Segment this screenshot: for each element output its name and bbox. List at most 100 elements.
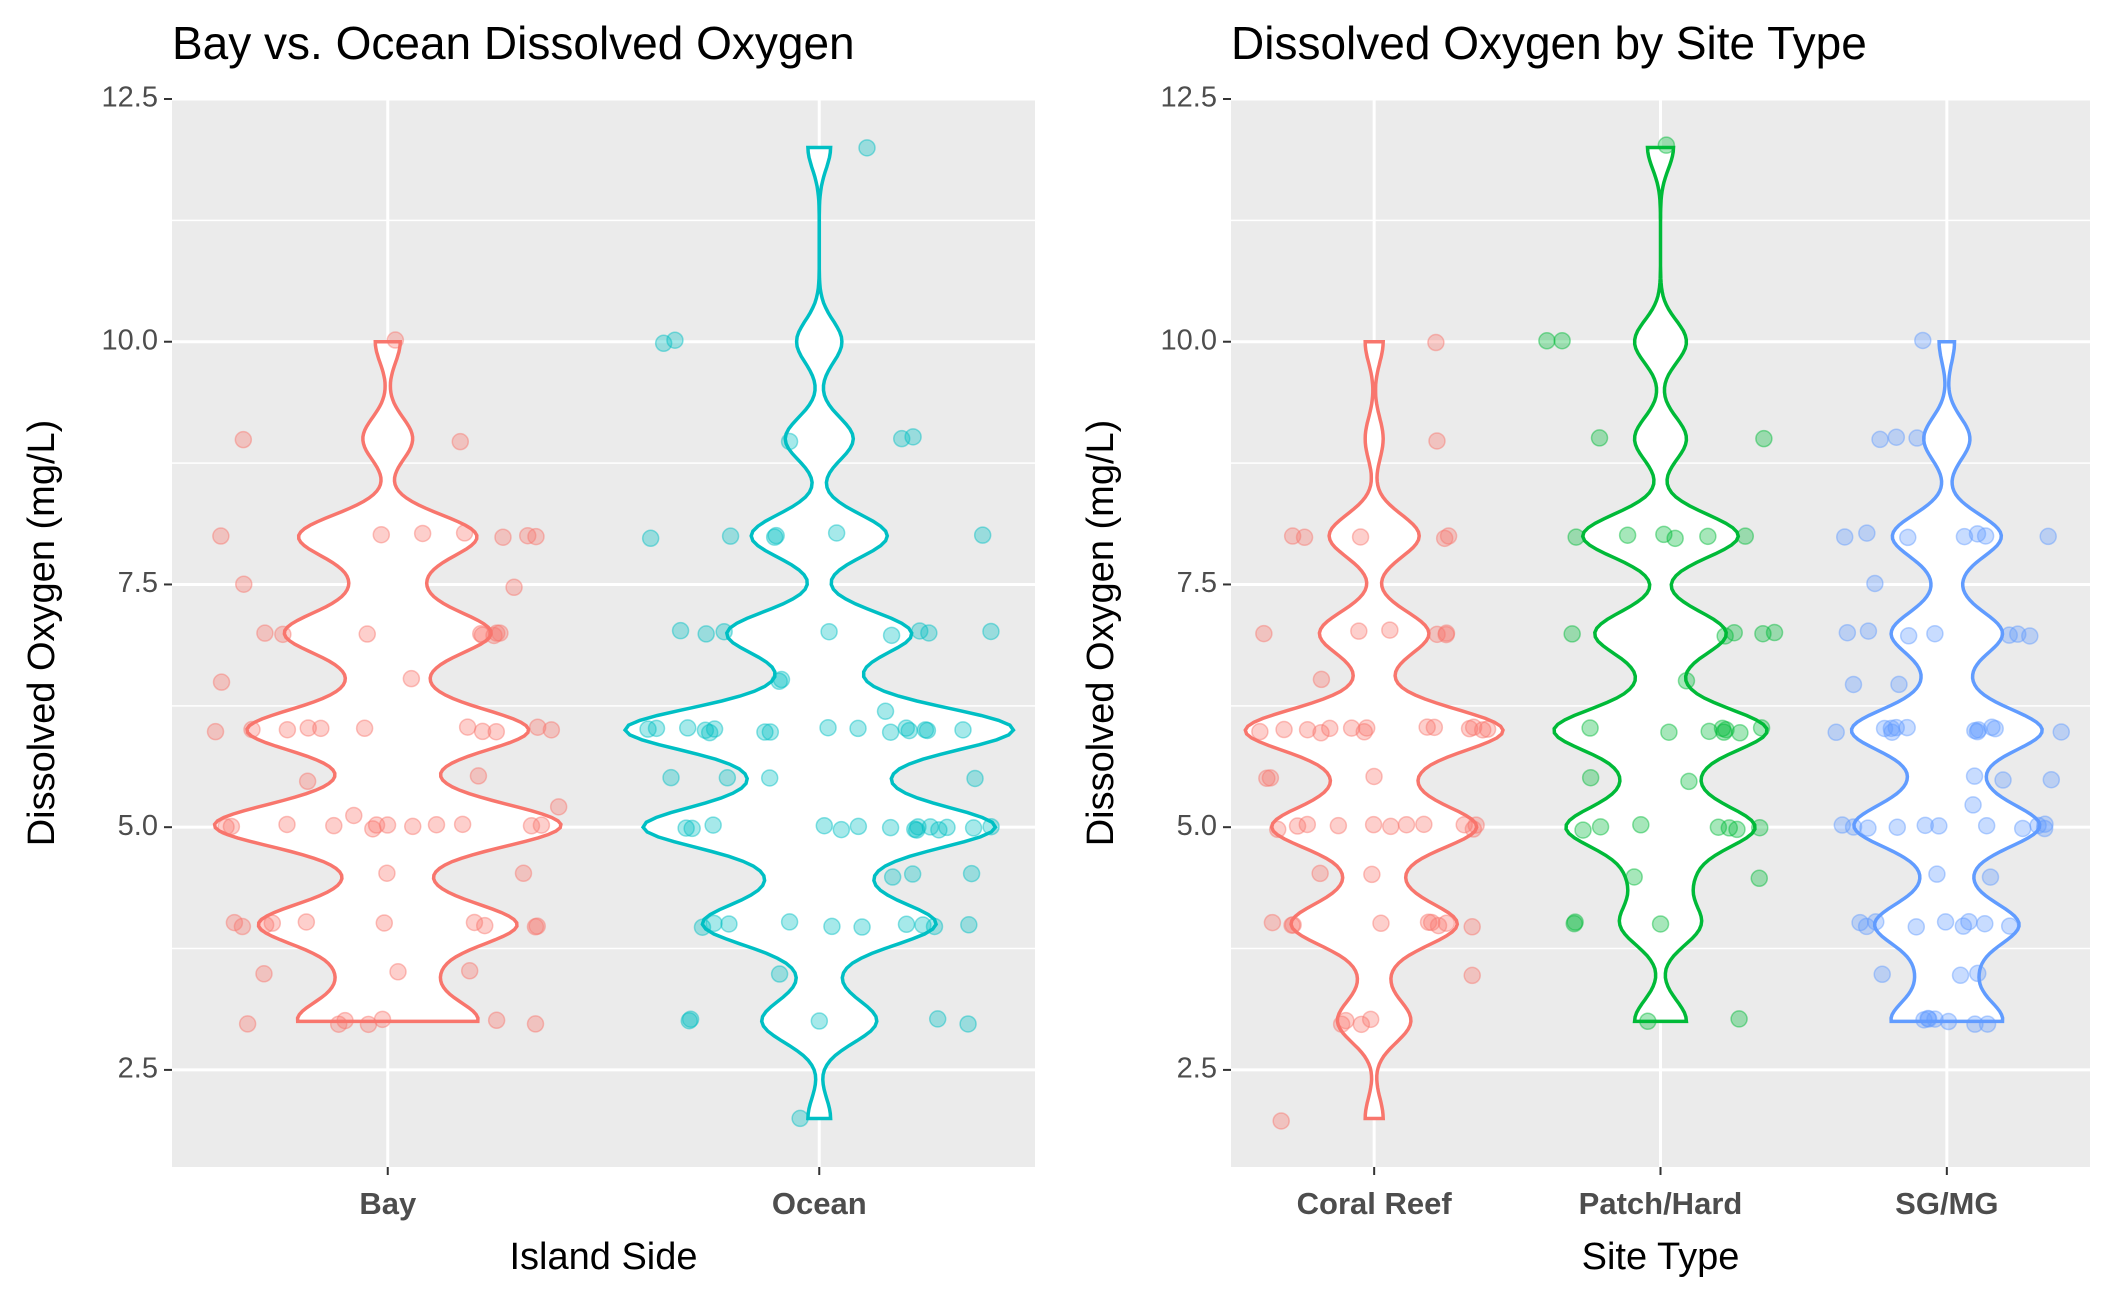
data-point [1751, 818, 1769, 837]
data-point [1752, 719, 1771, 737]
data-point [1437, 625, 1455, 644]
data-point [1361, 1010, 1380, 1029]
violin [1849, 339, 2044, 1024]
data-point [1464, 718, 1483, 736]
data-point [1966, 721, 1984, 740]
data-point [1437, 914, 1456, 932]
data-point [1709, 818, 1728, 836]
data-point [921, 818, 940, 836]
data-point [1311, 864, 1329, 883]
data-point [680, 1011, 698, 1030]
data-point [1365, 767, 1383, 786]
data-point [827, 524, 846, 542]
data-point [403, 817, 422, 836]
data-point [358, 625, 376, 643]
data-point [522, 817, 541, 835]
x-tick-label: SG/MG [1895, 1186, 1998, 1221]
data-point [1859, 622, 1878, 640]
data-point [1357, 719, 1376, 737]
data-point [235, 575, 253, 593]
data-point [1332, 1015, 1351, 1033]
data-point [966, 769, 984, 788]
data-point [1716, 627, 1734, 645]
data-point [297, 913, 316, 931]
x-axis-title: Island Side [509, 1236, 697, 1278]
data-point [1981, 868, 2000, 886]
data-point [238, 1015, 257, 1033]
data-point [212, 527, 230, 545]
data-point [1478, 720, 1497, 738]
data-point [1258, 769, 1276, 788]
data-point [1887, 718, 1905, 737]
data-point [700, 723, 719, 742]
data-point [2000, 917, 2019, 935]
data-point [532, 816, 551, 834]
data-point [528, 718, 547, 736]
x-tick-label: Ocean [772, 1186, 867, 1221]
data-point [1890, 675, 1908, 694]
data-point [518, 526, 537, 545]
data-point [217, 818, 235, 836]
data-point [1425, 718, 1444, 737]
data-point [900, 721, 919, 740]
data-point [883, 868, 902, 886]
data-point [1566, 913, 1584, 931]
violin [622, 145, 1016, 1121]
chart-title: Dissolved Oxygen by Site Type [1231, 17, 1867, 69]
data-point [1926, 624, 1944, 643]
data-point [451, 432, 470, 451]
data-point [1419, 913, 1438, 931]
data-point [916, 721, 935, 739]
data-point [761, 723, 780, 741]
data-point [718, 769, 737, 787]
data-point [1915, 1011, 1933, 1029]
data-point [1428, 432, 1446, 450]
data-point [1321, 719, 1339, 738]
data-point [458, 718, 477, 736]
data-point [1677, 672, 1696, 690]
data-point [1381, 621, 1399, 639]
data-point [1888, 818, 1907, 836]
data-point [256, 916, 275, 934]
data-point [1268, 820, 1287, 839]
data-point [772, 670, 791, 689]
data-point [1467, 816, 1485, 834]
data-point [1966, 1015, 1984, 1033]
data-point [1871, 430, 1889, 449]
data-point [528, 917, 546, 935]
data-point [696, 721, 715, 740]
data-point [1283, 916, 1301, 934]
data-point [1591, 818, 1610, 836]
data-point [2000, 626, 2018, 644]
data-point [1415, 815, 1433, 834]
y-tick-label: 2.5 [1177, 1053, 1217, 1085]
data-point [274, 625, 292, 644]
data-point [1838, 623, 1857, 642]
data-point [1750, 869, 1769, 888]
data-point [1827, 723, 1845, 742]
data-point [472, 625, 490, 643]
data-point [1968, 722, 1987, 741]
data-point [473, 626, 492, 644]
data-point [1765, 623, 1784, 642]
data-point [542, 721, 561, 739]
data-point [1372, 914, 1390, 933]
data-point [1350, 622, 1368, 640]
data-point [721, 527, 740, 545]
data-point [791, 1109, 809, 1128]
data-point [1618, 526, 1637, 544]
data-point [243, 720, 261, 739]
data-point [336, 1011, 354, 1030]
data-point [756, 723, 774, 741]
data-point [654, 334, 673, 353]
data-point [372, 525, 391, 544]
data-point [402, 669, 421, 688]
data-point [964, 819, 983, 837]
data-point [909, 818, 927, 836]
data-point [455, 524, 474, 542]
data-point [234, 430, 253, 449]
data-point [1882, 719, 1901, 738]
data-point [2013, 819, 2032, 838]
y-tick-label: 10.0 [1161, 324, 1217, 356]
x-tick-label: Bay [359, 1186, 417, 1221]
